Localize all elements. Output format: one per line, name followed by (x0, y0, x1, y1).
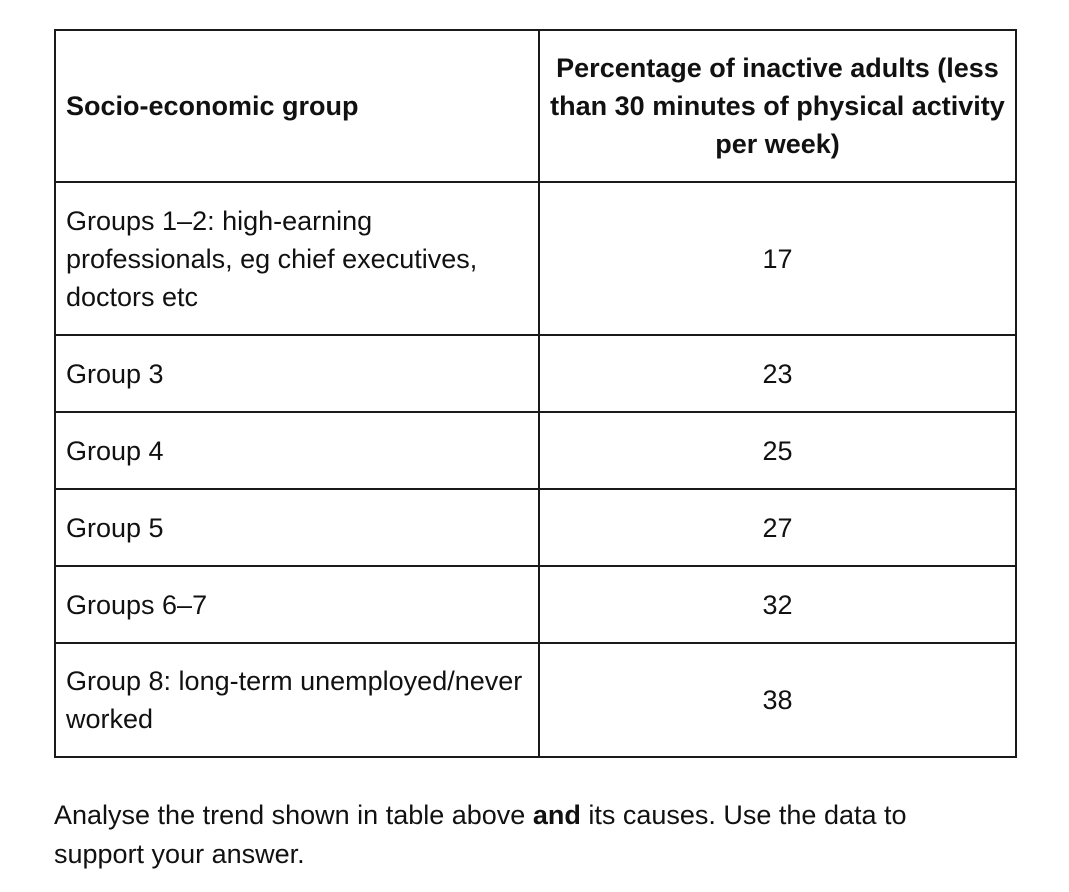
question-emphasis: and (532, 800, 581, 830)
table-header-row: Socio-economic group Percentage of inact… (54, 29, 1017, 183)
question-part-2: its causes. Use the data to support your… (54, 800, 907, 869)
table-row: Group 8: long-term unemployed/never work… (54, 642, 1017, 758)
table-row: Group 4 25 (54, 411, 1017, 490)
group-cell: Group 8: long-term unemployed/never work… (54, 642, 540, 758)
header-percentage-inactive: Percentage of inactive adults (less than… (538, 29, 1017, 183)
group-cell: Groups 1–2: high-earning professionals, … (54, 181, 540, 336)
table-row: Groups 1–2: high-earning professionals, … (54, 181, 1017, 336)
percentage-cell: 17 (538, 181, 1017, 336)
table-row: Group 3 23 (54, 334, 1017, 413)
question-part-1: Analyse the trend shown in table above (54, 800, 533, 830)
percentage-cell: 27 (538, 488, 1017, 567)
percentage-cell: 23 (538, 334, 1017, 413)
group-cell: Group 5 (54, 488, 540, 567)
table-row: Groups 6–7 32 (54, 565, 1017, 644)
group-cell: Group 4 (54, 411, 540, 490)
table-row: Group 5 27 (54, 488, 1017, 567)
header-socio-economic-group: Socio-economic group (54, 29, 540, 183)
group-cell: Group 3 (54, 334, 540, 413)
question-text: Analyse the trend shown in table above a… (54, 796, 954, 874)
percentage-cell: 25 (538, 411, 1017, 490)
percentage-cell: 32 (538, 565, 1017, 644)
group-cell: Groups 6–7 (54, 565, 540, 644)
percentage-cell: 38 (538, 642, 1017, 758)
inactivity-table: Socio-economic group Percentage of inact… (54, 29, 1017, 758)
